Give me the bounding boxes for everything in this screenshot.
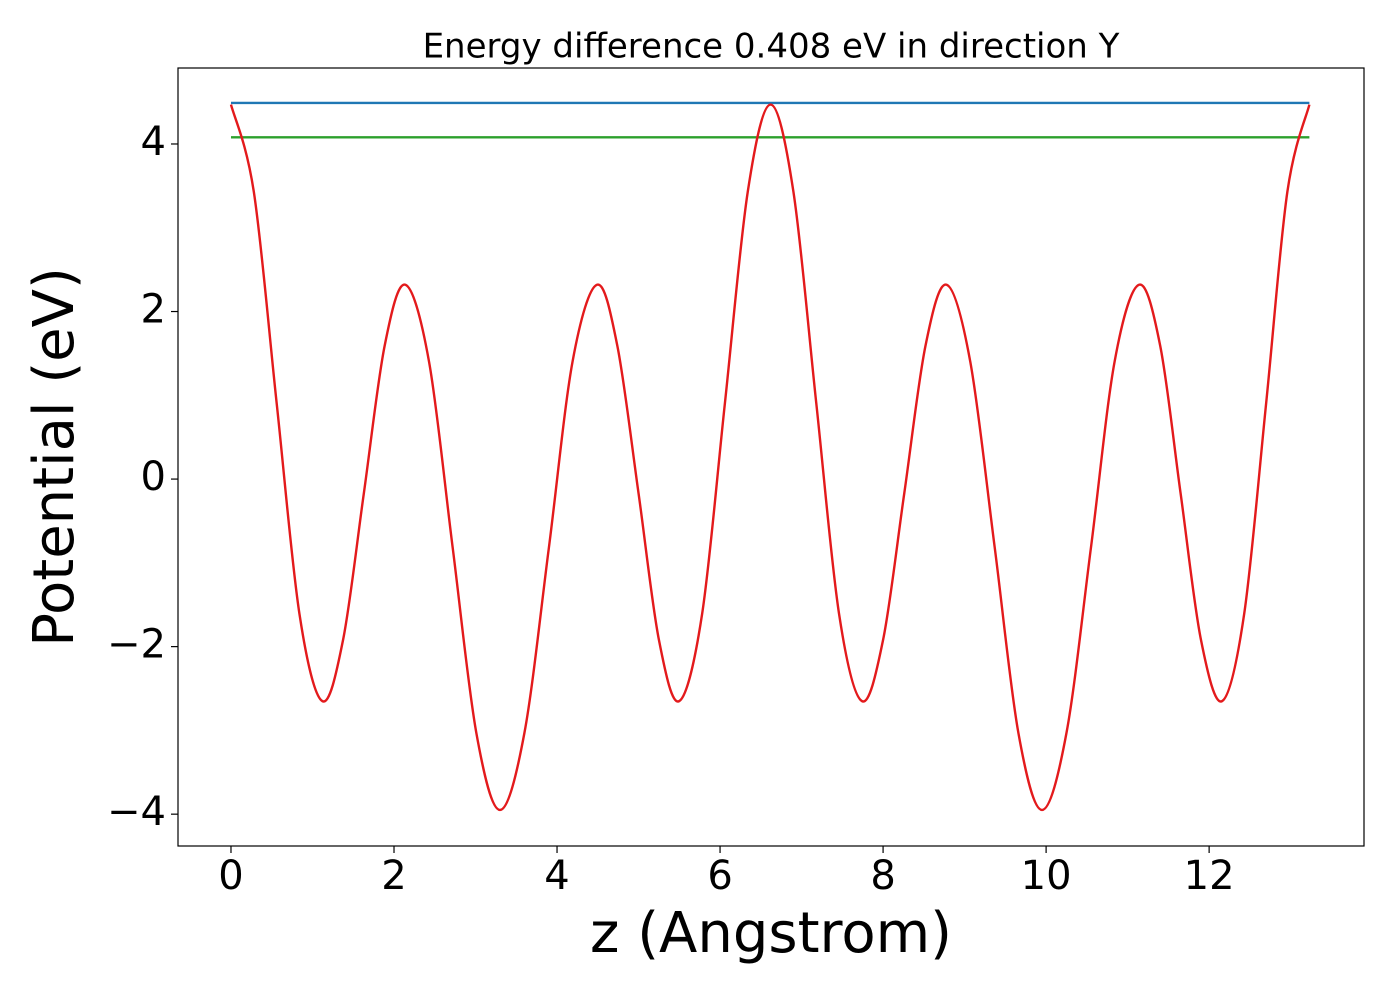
x-tick-label: 0 bbox=[218, 853, 243, 899]
y-tick-label: 0 bbox=[141, 454, 166, 500]
y-tick-label: 4 bbox=[141, 119, 166, 165]
y-tick-label: −2 bbox=[107, 622, 166, 668]
y-tick-label: 2 bbox=[141, 287, 166, 333]
x-tick-label: 10 bbox=[1021, 853, 1072, 899]
x-tick-label: 2 bbox=[381, 853, 406, 899]
x-tick-label: 6 bbox=[707, 853, 732, 899]
chart-title: Energy difference 0.408 eV in direction … bbox=[423, 27, 1120, 67]
series-line bbox=[229, 103, 1311, 812]
y-tick-label: −4 bbox=[107, 789, 166, 835]
plot-frame bbox=[177, 67, 1365, 847]
x-tick-label: 8 bbox=[870, 853, 895, 899]
x-axis-label: z (Angstrom) bbox=[590, 901, 952, 966]
x-tick-label: 4 bbox=[544, 853, 569, 899]
x-tick-label: 12 bbox=[1184, 853, 1235, 899]
y-axis-label: Potential (eV) bbox=[22, 267, 87, 647]
